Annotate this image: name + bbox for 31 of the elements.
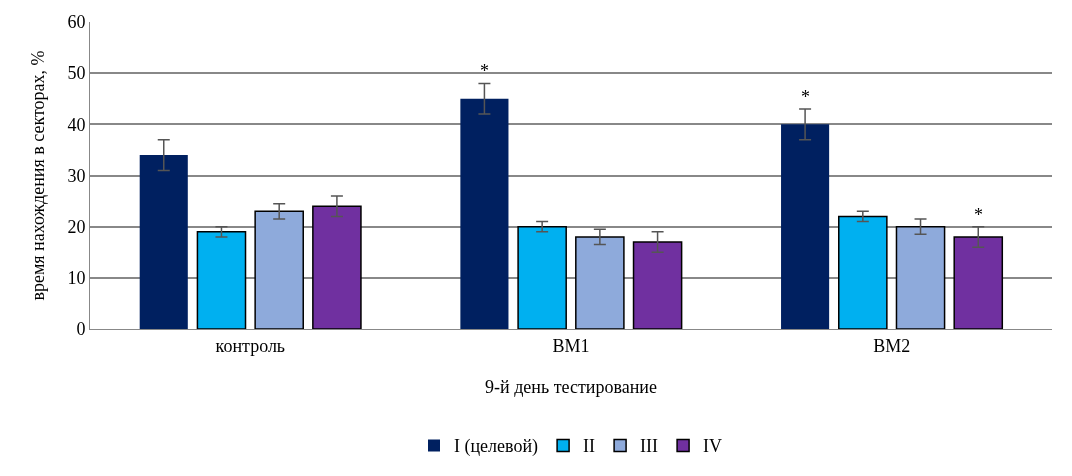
x-tick-label: контроль	[215, 335, 286, 356]
y-tick-label: 30	[67, 165, 86, 186]
y-tick-label: 10	[67, 268, 86, 289]
bar	[632, 241, 683, 329]
bar	[517, 225, 567, 329]
y-tick-label: 20	[67, 216, 86, 237]
y-tick-label: 40	[67, 114, 86, 135]
x-tick-label: ВМ1	[552, 335, 590, 356]
legend-label: III	[640, 436, 659, 457]
data-label: *	[801, 87, 810, 107]
bar	[575, 236, 625, 329]
x-axis-title: 9-й день тестирование	[485, 377, 657, 397]
data-label: *	[480, 61, 489, 81]
data-label: *	[974, 205, 983, 225]
bar	[838, 215, 888, 329]
bar	[312, 205, 362, 329]
legend-label: I (целевой)	[454, 436, 539, 458]
bar	[460, 98, 509, 329]
legend-label: IV	[703, 436, 723, 457]
legend-label: II	[583, 436, 596, 457]
bar	[196, 231, 247, 329]
y-tick-label: 0	[76, 319, 86, 340]
bar	[139, 155, 188, 329]
y-tick-label: 60	[67, 12, 86, 33]
x-tick-label: ВМ2	[873, 335, 911, 356]
y-tick-label: 50	[67, 63, 86, 84]
y-axis-title: время нахождения в секторах, %	[28, 50, 48, 301]
bar	[254, 210, 304, 329]
bar	[895, 225, 946, 329]
bar	[781, 124, 830, 329]
bar	[953, 236, 1004, 329]
